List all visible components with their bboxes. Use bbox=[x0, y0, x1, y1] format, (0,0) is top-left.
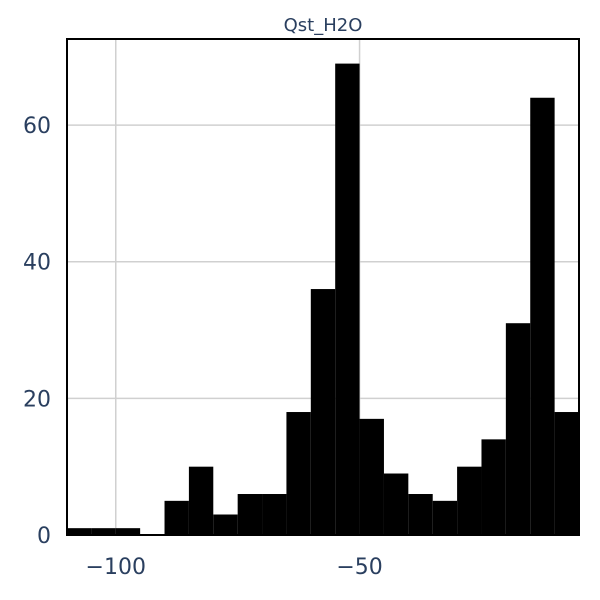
histogram-bar bbox=[115, 528, 141, 535]
histogram-bar bbox=[91, 528, 116, 535]
histogram-bar bbox=[408, 494, 433, 535]
histogram-bar bbox=[359, 418, 384, 535]
histogram-bar bbox=[310, 289, 336, 535]
y-axis-ticks: 0 20 40 60 bbox=[23, 114, 51, 549]
histogram-bar bbox=[286, 412, 311, 535]
x-tick-label: −50 bbox=[336, 555, 382, 580]
y-tick-label: 0 bbox=[37, 524, 51, 549]
plot-frame bbox=[66, 38, 580, 536]
histogram-bar bbox=[457, 466, 482, 535]
y-tick-label: 40 bbox=[23, 251, 51, 276]
y-tick-label: 60 bbox=[23, 114, 51, 139]
bars bbox=[67, 63, 579, 536]
histogram-bar bbox=[164, 500, 189, 535]
histogram-bar bbox=[262, 494, 287, 535]
histogram-bar bbox=[432, 500, 458, 535]
histogram-bar bbox=[530, 97, 555, 535]
histogram-bar bbox=[481, 439, 506, 535]
histogram-bar bbox=[554, 412, 579, 535]
histogram-bar bbox=[335, 63, 360, 536]
x-axis-ticks: −100 −50 bbox=[86, 555, 383, 580]
histogram-bar bbox=[237, 494, 263, 535]
x-tick-label: −100 bbox=[86, 555, 146, 580]
chart-title: Qst_H2O bbox=[284, 15, 363, 36]
y-tick-label: 20 bbox=[23, 387, 51, 412]
histogram-bar bbox=[505, 323, 531, 535]
histogram-bar bbox=[383, 473, 409, 535]
histogram-bar bbox=[67, 528, 92, 535]
histogram-bar bbox=[188, 466, 214, 535]
histogram-bar bbox=[213, 514, 238, 535]
